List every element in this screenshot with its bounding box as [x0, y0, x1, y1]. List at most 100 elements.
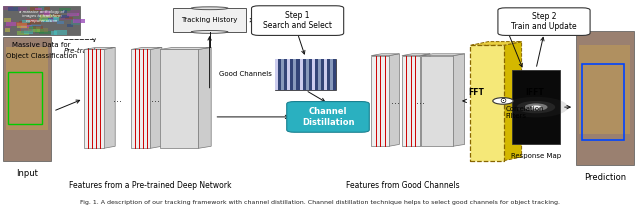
Text: ⊙: ⊙: [500, 96, 506, 105]
Bar: [84, 49, 104, 148]
Text: Channel
Distillation: Channel Distillation: [301, 107, 355, 127]
Bar: [74, 19, 85, 23]
Bar: [58, 21, 64, 24]
Ellipse shape: [191, 7, 228, 10]
Bar: [42, 19, 52, 22]
Bar: [44, 11, 50, 16]
Bar: [21, 25, 32, 29]
Bar: [324, 59, 327, 90]
Bar: [60, 16, 72, 20]
Bar: [59, 7, 71, 11]
Text: Features from Good Channels: Features from Good Channels: [346, 181, 460, 190]
Bar: [579, 45, 630, 134]
Polygon shape: [453, 54, 465, 146]
Polygon shape: [150, 47, 162, 148]
Bar: [28, 27, 40, 32]
Polygon shape: [420, 54, 430, 146]
Text: Object Classification: Object Classification: [6, 53, 77, 59]
Bar: [160, 49, 198, 148]
Bar: [70, 20, 80, 25]
Bar: [24, 27, 29, 31]
Bar: [30, 7, 41, 11]
Bar: [300, 59, 303, 90]
FancyBboxPatch shape: [287, 102, 369, 132]
Bar: [291, 59, 293, 90]
Bar: [40, 14, 51, 18]
Bar: [287, 59, 291, 90]
Bar: [51, 31, 57, 35]
Bar: [33, 26, 43, 29]
Bar: [275, 59, 278, 90]
Bar: [39, 18, 48, 21]
Polygon shape: [160, 47, 211, 49]
FancyBboxPatch shape: [498, 8, 590, 35]
Bar: [42, 16, 54, 20]
Bar: [38, 31, 51, 34]
Bar: [53, 14, 61, 17]
Bar: [29, 21, 40, 23]
Bar: [3, 37, 51, 161]
Bar: [308, 59, 312, 90]
Bar: [20, 28, 33, 33]
Bar: [74, 19, 86, 23]
Bar: [67, 24, 74, 27]
Circle shape: [517, 101, 556, 113]
Bar: [321, 59, 324, 90]
Polygon shape: [389, 54, 399, 146]
FancyBboxPatch shape: [252, 6, 344, 35]
Text: Step 2
Train and Update: Step 2 Train and Update: [511, 12, 577, 31]
Polygon shape: [421, 54, 465, 56]
Text: ...: ...: [416, 96, 425, 106]
Text: ...: ...: [150, 94, 160, 104]
Polygon shape: [371, 54, 399, 56]
Bar: [582, 64, 624, 140]
Bar: [53, 17, 59, 21]
Bar: [330, 59, 333, 90]
Bar: [4, 18, 12, 22]
Bar: [20, 24, 26, 29]
Bar: [173, 8, 246, 32]
Text: Tracking History: Tracking History: [181, 17, 238, 23]
Ellipse shape: [191, 30, 228, 33]
Bar: [576, 31, 634, 165]
Bar: [67, 13, 79, 16]
Circle shape: [531, 105, 541, 109]
Bar: [35, 8, 42, 10]
Bar: [39, 11, 49, 15]
Bar: [293, 59, 296, 90]
Bar: [3, 6, 80, 35]
Bar: [6, 47, 48, 130]
Bar: [512, 70, 560, 144]
Text: a massive anthology of
images to transform
computer vision: a massive anthology of images to transfo…: [19, 10, 64, 23]
Bar: [470, 45, 504, 161]
Bar: [38, 6, 45, 10]
Bar: [282, 59, 284, 90]
Text: Pre-training: Pre-training: [64, 47, 105, 54]
Bar: [17, 31, 29, 35]
Text: FFT: FFT: [468, 88, 484, 97]
Bar: [306, 59, 308, 90]
Text: Prediction: Prediction: [584, 173, 626, 182]
Text: Response Map: Response Map: [511, 152, 561, 159]
Bar: [275, 59, 336, 90]
Bar: [312, 59, 315, 90]
Polygon shape: [402, 54, 430, 56]
Bar: [421, 56, 453, 146]
Bar: [5, 20, 13, 22]
Bar: [35, 29, 44, 33]
Bar: [38, 15, 45, 18]
Bar: [60, 15, 69, 18]
Polygon shape: [84, 47, 115, 49]
Text: Features from a Pre-trained Deep Network: Features from a Pre-trained Deep Network: [69, 181, 232, 190]
Polygon shape: [104, 47, 115, 148]
Bar: [371, 56, 389, 146]
Bar: [44, 17, 56, 22]
Bar: [29, 25, 41, 29]
Polygon shape: [470, 42, 522, 45]
Bar: [317, 59, 321, 90]
Bar: [19, 21, 31, 25]
Bar: [26, 19, 37, 22]
Text: ...: ...: [391, 96, 400, 106]
Bar: [315, 59, 317, 90]
Circle shape: [504, 97, 568, 117]
